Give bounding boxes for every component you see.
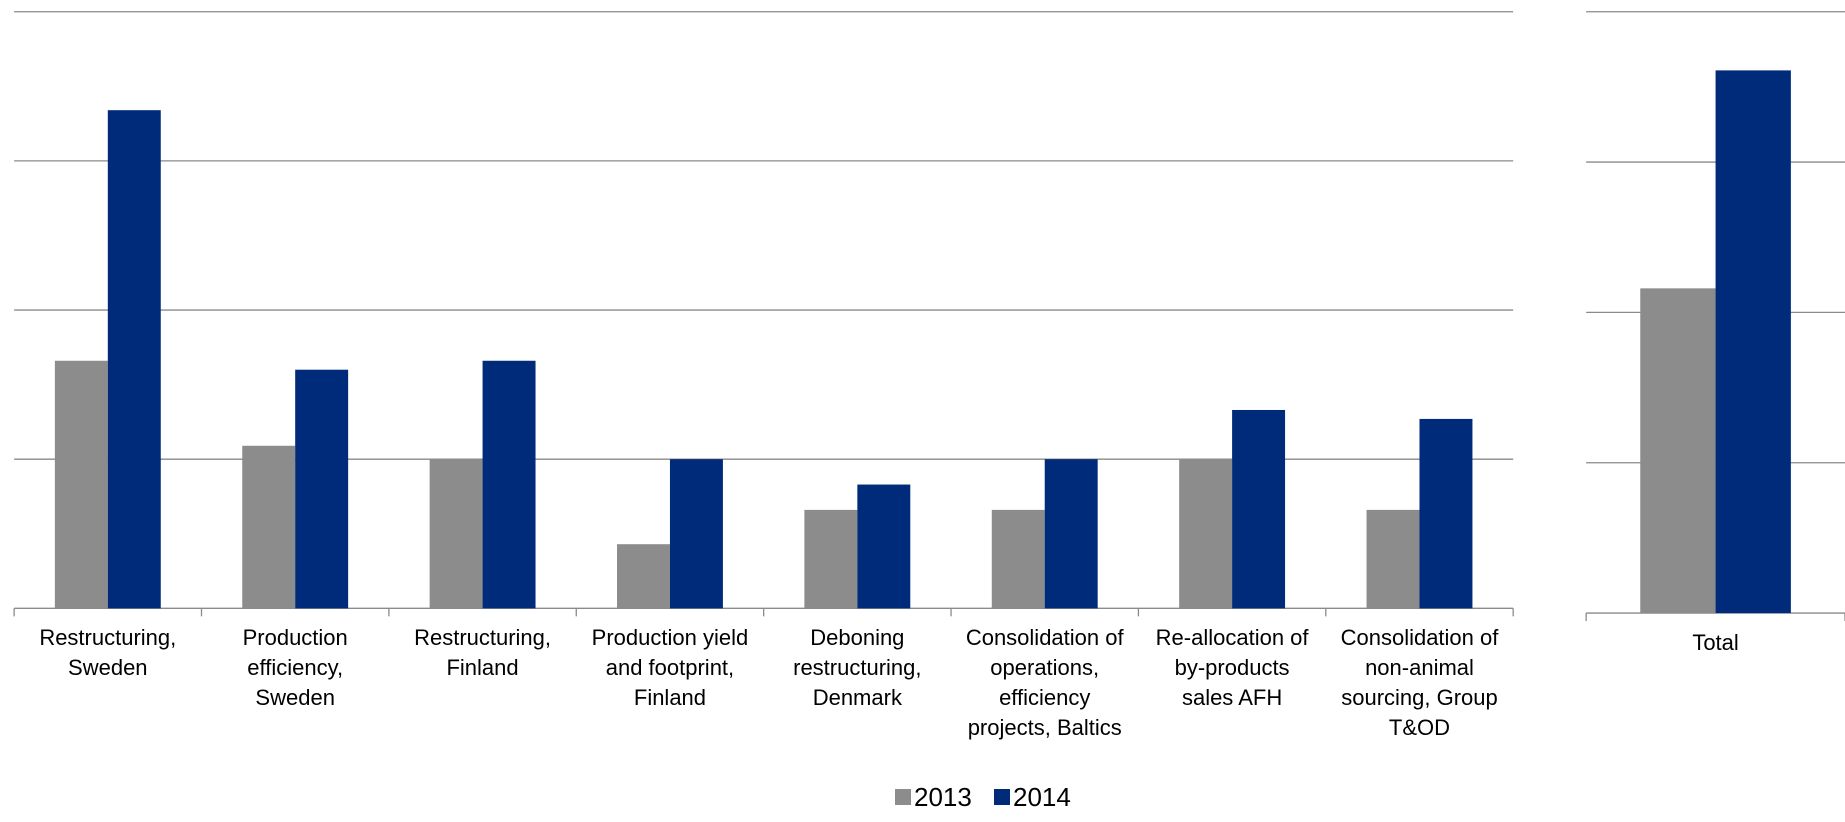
x-tick-label: Restructuring, Sweden bbox=[39, 625, 177, 681]
legend-label: 2014 bbox=[1013, 781, 1071, 812]
bar bbox=[1044, 459, 1098, 609]
bar bbox=[1715, 70, 1791, 614]
bar bbox=[1366, 509, 1420, 609]
legend-label: 2013 bbox=[914, 781, 972, 812]
x-tick-label: Total bbox=[1692, 630, 1739, 656]
bar bbox=[669, 459, 723, 609]
bar bbox=[107, 110, 161, 609]
legend-item: 2014 bbox=[994, 782, 1071, 813]
bar bbox=[1179, 459, 1233, 609]
bar bbox=[1640, 288, 1716, 614]
x-tick-label: Deboning restructuring, Denmark bbox=[793, 625, 922, 711]
bar bbox=[1232, 409, 1286, 609]
x-tick-label: Production yield and footprint, Finland bbox=[591, 625, 749, 711]
bar bbox=[857, 484, 911, 609]
x-tick-label: Restructuring, Finland bbox=[414, 625, 552, 681]
legend-item: 2013 bbox=[895, 782, 972, 813]
bar bbox=[242, 445, 296, 609]
x-tick-label: Consolidation of operations, efficiency … bbox=[965, 625, 1124, 741]
x-tick-label: Consolidation of non-animal sourcing, Gr… bbox=[1340, 625, 1499, 741]
bar bbox=[54, 360, 108, 609]
bar bbox=[804, 509, 858, 609]
legend-swatch bbox=[895, 789, 911, 806]
bar bbox=[295, 369, 349, 609]
bar bbox=[482, 360, 536, 609]
bar bbox=[991, 509, 1045, 609]
bar bbox=[429, 459, 483, 609]
legend-swatch bbox=[994, 789, 1010, 806]
x-tick-label: Re-allocation of by-products sales AFH bbox=[1155, 625, 1309, 711]
x-tick-label: Production efficiency, Sweden bbox=[242, 625, 348, 711]
bar bbox=[1419, 418, 1473, 609]
bar bbox=[617, 544, 670, 609]
